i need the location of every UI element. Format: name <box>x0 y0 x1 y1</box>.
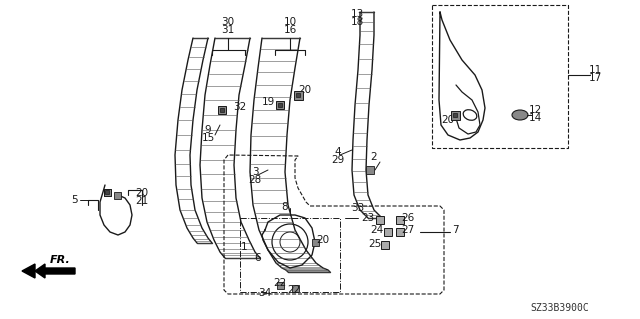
Bar <box>218 106 226 114</box>
Bar <box>396 216 404 224</box>
Text: 14: 14 <box>529 113 541 123</box>
Bar <box>104 189 111 196</box>
Bar <box>294 91 303 100</box>
Bar <box>312 239 319 246</box>
Text: 7: 7 <box>452 225 458 235</box>
Text: 28: 28 <box>248 175 262 185</box>
Text: 16: 16 <box>284 25 296 35</box>
Text: 6: 6 <box>255 253 261 263</box>
Bar <box>366 166 374 174</box>
Text: 12: 12 <box>529 105 541 115</box>
Text: 26: 26 <box>401 213 415 223</box>
Bar <box>376 216 384 224</box>
Text: 27: 27 <box>401 225 415 235</box>
Bar <box>276 101 284 109</box>
Text: SZ33B3900C: SZ33B3900C <box>531 303 589 313</box>
Text: FR.: FR. <box>50 255 71 265</box>
Bar <box>396 228 404 236</box>
Bar <box>105 190 109 194</box>
Bar <box>220 108 224 112</box>
Text: 10: 10 <box>284 17 296 27</box>
Text: 22: 22 <box>287 285 301 295</box>
Bar <box>384 228 392 236</box>
Text: 20: 20 <box>298 85 312 95</box>
Text: 9: 9 <box>205 125 211 135</box>
Text: 17: 17 <box>588 73 602 83</box>
Text: 23: 23 <box>362 213 374 223</box>
Text: 31: 31 <box>221 25 235 35</box>
Text: 22: 22 <box>273 278 287 288</box>
Text: 3: 3 <box>252 167 259 177</box>
Text: 1: 1 <box>241 242 247 252</box>
Ellipse shape <box>512 110 528 120</box>
Text: 33: 33 <box>351 203 365 213</box>
Bar <box>451 110 460 120</box>
Text: 25: 25 <box>369 239 381 249</box>
Bar <box>452 113 457 117</box>
Text: 19: 19 <box>261 97 275 107</box>
Text: 20: 20 <box>442 115 454 125</box>
Text: 8: 8 <box>282 202 288 212</box>
Bar <box>278 103 282 107</box>
Text: 32: 32 <box>234 102 246 112</box>
Text: 2: 2 <box>371 152 378 162</box>
Polygon shape <box>35 264 75 278</box>
Bar <box>104 189 111 196</box>
Text: 29: 29 <box>332 155 344 165</box>
Text: 4: 4 <box>335 147 341 157</box>
Bar <box>296 93 300 97</box>
Polygon shape <box>22 264 35 278</box>
Text: 15: 15 <box>202 133 214 143</box>
Text: 20: 20 <box>136 188 148 198</box>
Text: 5: 5 <box>72 195 78 205</box>
Bar <box>276 281 284 288</box>
Text: 30: 30 <box>221 17 235 27</box>
Text: 18: 18 <box>350 17 364 27</box>
Text: 20: 20 <box>316 235 330 245</box>
Bar <box>113 191 120 198</box>
Bar <box>291 285 298 292</box>
Text: 13: 13 <box>350 9 364 19</box>
Text: 21: 21 <box>136 196 148 206</box>
Text: 34: 34 <box>259 288 271 298</box>
Text: 24: 24 <box>371 225 383 235</box>
Text: 11: 11 <box>588 65 602 75</box>
Bar <box>381 241 389 249</box>
